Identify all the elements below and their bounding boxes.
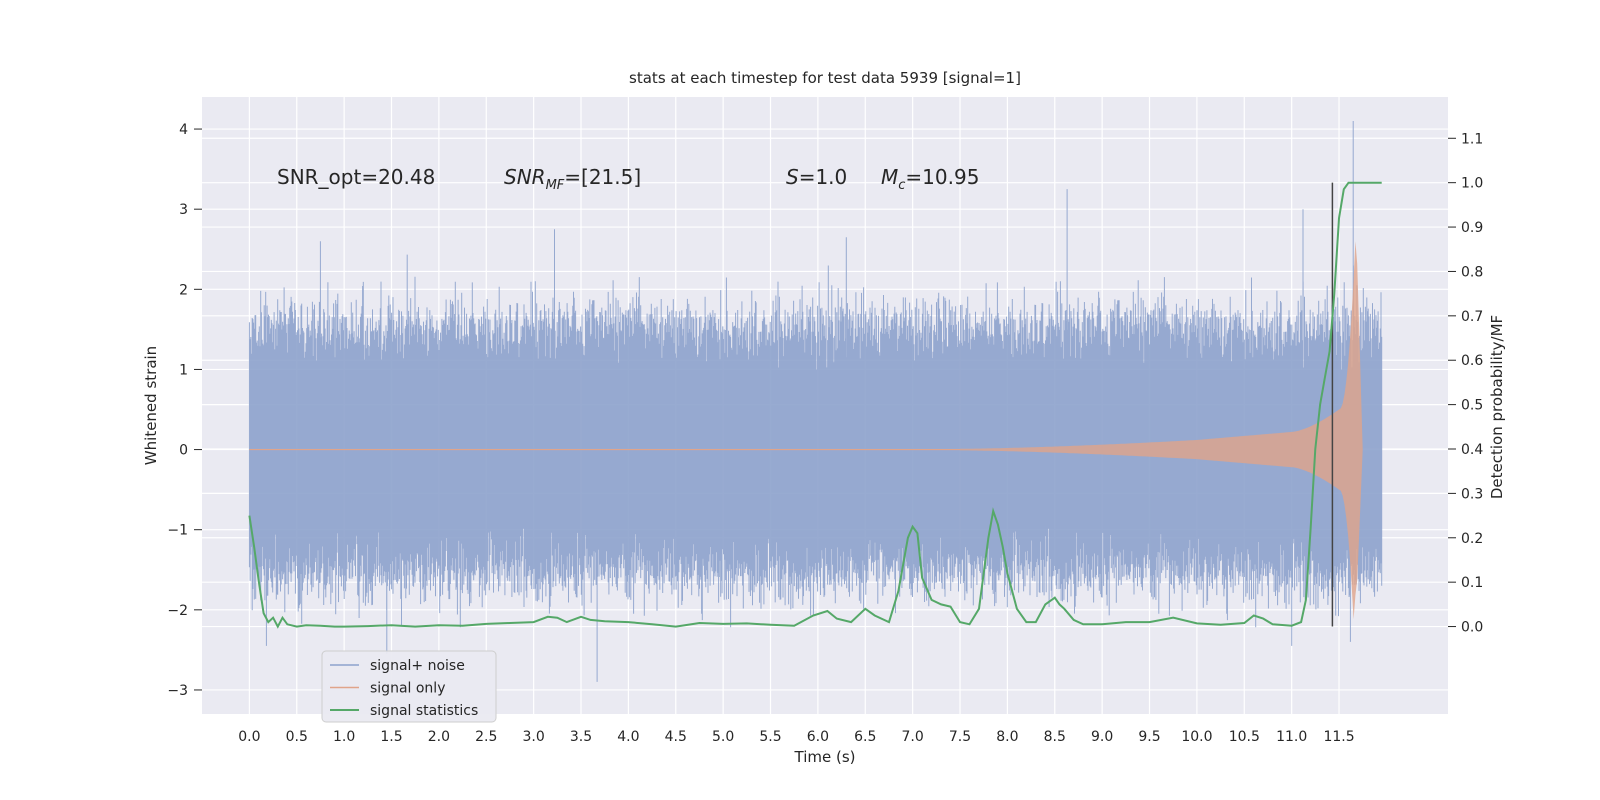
right-tick-label: 1.0 [1461, 176, 1483, 192]
right-tick-label: 0.0 [1461, 620, 1483, 636]
mc-main: M [881, 165, 898, 189]
right-tick-label: 0.9 [1461, 220, 1483, 236]
annotation-mc: Mc=10.95 [881, 165, 979, 193]
x-axis-ticks: 0.0 0.5 1.0 1.5 2.0 2.5 3.0 3.5 4.0 4.5 5.0 5.5 6.0 6… [238, 729, 1354, 745]
left-tick-label: −1 [167, 523, 188, 539]
x-tick-label: 9.0 [1091, 729, 1113, 745]
legend-label: signal+ noise [370, 658, 465, 674]
x-axis-label: Time (s) [794, 748, 856, 766]
right-tick-label: 0.1 [1461, 575, 1483, 591]
x-tick-label: 1.0 [333, 729, 355, 745]
x-tick-label: 11.0 [1276, 729, 1307, 745]
right-tick-label: 1.1 [1461, 131, 1483, 147]
left-axis-ticks: 4 3 2 1 0 −1 −2 −3 [167, 122, 202, 699]
right-y-axis-label: Detection probability/MF [1488, 315, 1506, 499]
annotation-snr-opt: SNR_opt=20.48 [277, 165, 435, 189]
x-tick-label: 4.0 [617, 729, 639, 745]
x-tick-label: 2.0 [428, 729, 450, 745]
x-tick-label: 9.5 [1138, 729, 1160, 745]
s-main: S [786, 165, 799, 189]
x-tick-label: 7.5 [949, 729, 971, 745]
legend-box [321, 650, 497, 723]
x-tick-label: 0.0 [238, 729, 260, 745]
left-tick-label: 1 [179, 362, 188, 378]
x-tick-label: 6.5 [854, 729, 876, 745]
chart-title: stats at each timestep for test data 593… [629, 69, 1021, 87]
snr-mf-value: =[21.5] [564, 165, 641, 189]
x-tick-label: 2.5 [475, 729, 497, 745]
annotation-snr-mf: SNRMF=[21.5] [504, 165, 641, 193]
mc-subscript: c [898, 178, 905, 193]
annotation-s: S=1.0 [786, 165, 847, 189]
right-tick-label: 0.8 [1461, 264, 1483, 280]
legend: signal+ noise signal only signal statistic… [321, 650, 497, 723]
x-tick-label: 7.0 [902, 729, 924, 745]
right-tick-label: 0.3 [1461, 486, 1483, 502]
x-tick-label: 0.5 [286, 729, 308, 745]
right-axis-ticks: 0.0 0.1 0.2 0.3 0.4 0.5 0.6 0.7 0.8 0.9 1.0 1.1 [1448, 131, 1483, 636]
left-tick-label: −3 [167, 683, 188, 699]
x-tick-label: 4.5 [665, 729, 687, 745]
left-tick-label: 4 [179, 122, 188, 138]
left-tick-label: 2 [179, 282, 188, 298]
legend-label: signal statistics [370, 703, 478, 719]
right-tick-label: 0.4 [1461, 442, 1483, 458]
x-tick-label: 10.5 [1229, 729, 1260, 745]
legend-label: signal only [370, 681, 445, 697]
x-tick-label: 5.5 [759, 729, 781, 745]
x-tick-label: 8.5 [1044, 729, 1066, 745]
x-tick-label: 3.0 [523, 729, 545, 745]
x-tick-label: 1.5 [380, 729, 402, 745]
snr-mf-subscript: MF [546, 178, 565, 193]
signal-statistics-line [248, 181, 1382, 629]
s-value: =1.0 [799, 165, 848, 189]
x-tick-label: 8.0 [996, 729, 1018, 745]
right-tick-label: 0.2 [1461, 531, 1483, 547]
x-tick-label: 3.5 [570, 729, 592, 745]
mc-value: =10.95 [905, 165, 979, 189]
right-tick-label: 0.5 [1461, 398, 1483, 414]
right-tick-label: 0.7 [1461, 309, 1483, 325]
right-tick-label: 0.6 [1461, 353, 1483, 369]
snr-mf-main: SNR [504, 165, 546, 189]
annotations: SNR_opt=20.48 SNRMF=[21.5] S=1.0 Mc=10.9… [277, 165, 979, 193]
x-tick-label: 11.5 [1323, 729, 1354, 745]
series-layer [248, 121, 1383, 682]
x-tick-label: 6.0 [807, 729, 829, 745]
left-tick-label: 0 [179, 443, 188, 459]
x-tick-label: 10.0 [1181, 729, 1212, 745]
left-tick-label: −2 [167, 603, 188, 619]
left-y-axis-label: Whitened strain [142, 346, 160, 465]
x-tick-label: 5.0 [712, 729, 734, 745]
left-tick-label: 3 [179, 202, 188, 218]
